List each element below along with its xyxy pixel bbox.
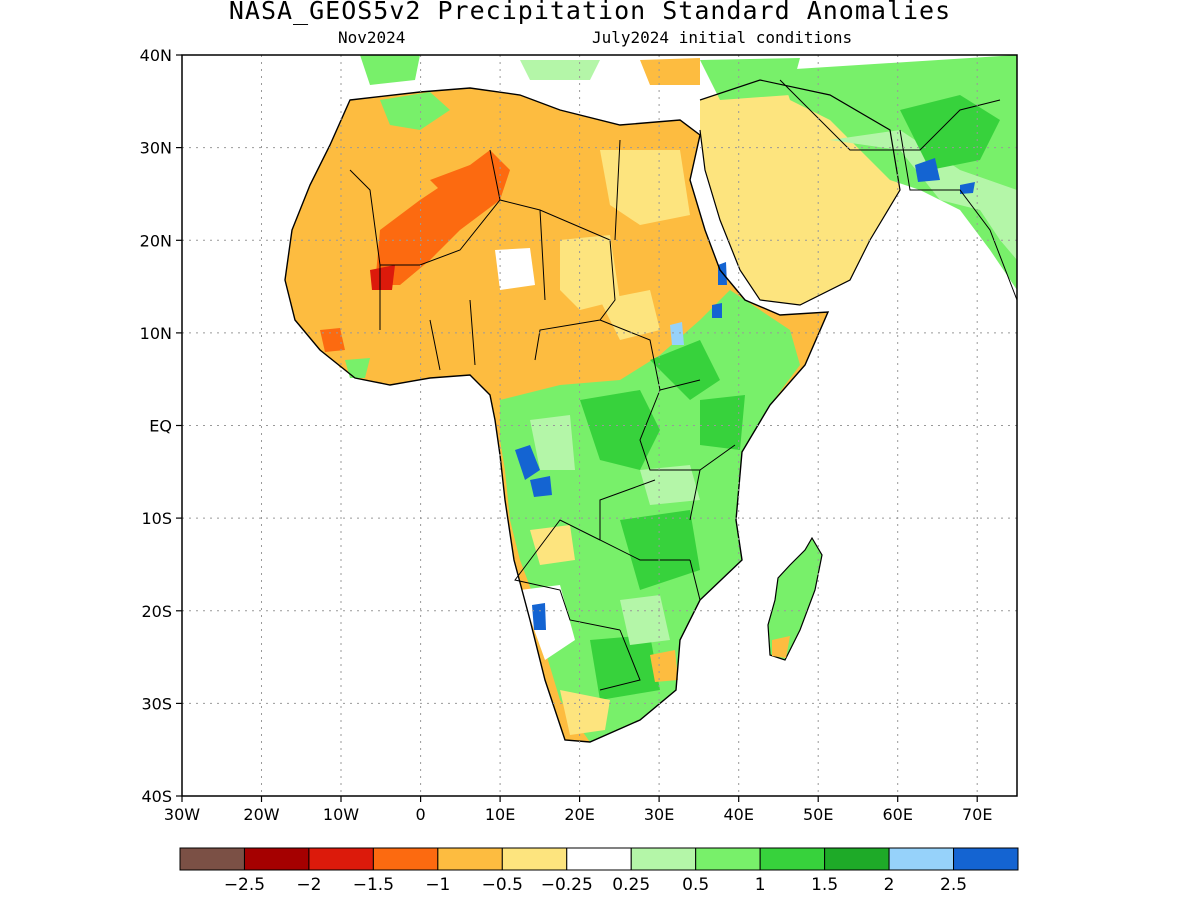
lat-label: 20S xyxy=(141,602,172,621)
colorbar-label: −2 xyxy=(296,875,321,895)
colorbar-swatch xyxy=(308,847,374,871)
lat-label: EQ xyxy=(149,417,172,436)
coastline xyxy=(284,87,830,743)
lat-label: 40S xyxy=(141,787,172,806)
lat-label: 20N xyxy=(140,231,172,250)
colorbar-swatch xyxy=(243,847,310,871)
colorbar-swatch xyxy=(437,847,503,871)
madagascar xyxy=(767,536,823,661)
colorbar: −2.5 −2 −1.5 −1 −0.5 −0.25 0.25 0.5 1 1.… xyxy=(179,847,1019,895)
colorbar-label: −1 xyxy=(425,875,450,895)
colorbar-label: 0.5 xyxy=(682,875,709,895)
lat-labels: 40N 30N 20N 10N EQ 10S 20S 30S 40S xyxy=(140,46,172,806)
colorbar-label: 1.5 xyxy=(811,875,838,895)
colorbar-swatch xyxy=(888,847,955,871)
colorbar-swatch xyxy=(953,847,1019,871)
colorbar-swatch xyxy=(179,847,245,871)
lon-label: 50E xyxy=(803,805,833,824)
initial-conditions: July2024 initial conditions xyxy=(592,28,853,47)
lon-label: 10E xyxy=(485,805,515,824)
colorbar-label: 2.5 xyxy=(940,875,967,895)
lon-label: 20E xyxy=(564,805,594,824)
colorbar-swatch xyxy=(759,847,826,871)
colorbar-swatch xyxy=(372,847,439,871)
axis-ticks xyxy=(176,54,978,802)
lon-label: 20W xyxy=(243,805,279,824)
lat-label: 10N xyxy=(140,324,172,343)
colorbar-swatch xyxy=(501,847,568,871)
lon-label: 30E xyxy=(644,805,674,824)
lon-labels: 30W 20W 10W 0 10E 20E 30E 40E 50E 60E 70… xyxy=(164,805,993,824)
colorbar-label: −0.5 xyxy=(482,875,523,895)
colorbar-label: −0.25 xyxy=(541,875,593,895)
lat-label: 40N xyxy=(140,46,172,65)
lon-label: 10W xyxy=(323,805,359,824)
colorbar-swatch xyxy=(566,847,632,871)
colorbar-label: −1.5 xyxy=(353,875,394,895)
lon-label: 30W xyxy=(164,805,200,824)
lon-label: 70E xyxy=(962,805,992,824)
target-month: Nov2024 xyxy=(338,28,406,47)
lon-label: 40E xyxy=(723,805,753,824)
lon-label: 60E xyxy=(882,805,912,824)
map-content xyxy=(284,55,1017,743)
lat-label: 30N xyxy=(140,139,172,158)
colorbar-swatch xyxy=(824,847,890,871)
lat-label: 30S xyxy=(141,694,172,713)
colorbar-label: 1 xyxy=(755,875,766,895)
colorbar-label: 2 xyxy=(884,875,895,895)
colorbar-label: −2.5 xyxy=(224,875,265,895)
chart-title: NASA_GEOS5v2 Precipitation Standard Anom… xyxy=(228,0,952,25)
colorbar-swatch xyxy=(695,847,761,871)
grid-lines xyxy=(182,55,1017,796)
colorbar-swatch xyxy=(630,847,697,871)
colorbar-label: 0.25 xyxy=(612,875,650,895)
lon-label: 0 xyxy=(416,805,426,824)
lat-label: 10S xyxy=(141,509,172,528)
